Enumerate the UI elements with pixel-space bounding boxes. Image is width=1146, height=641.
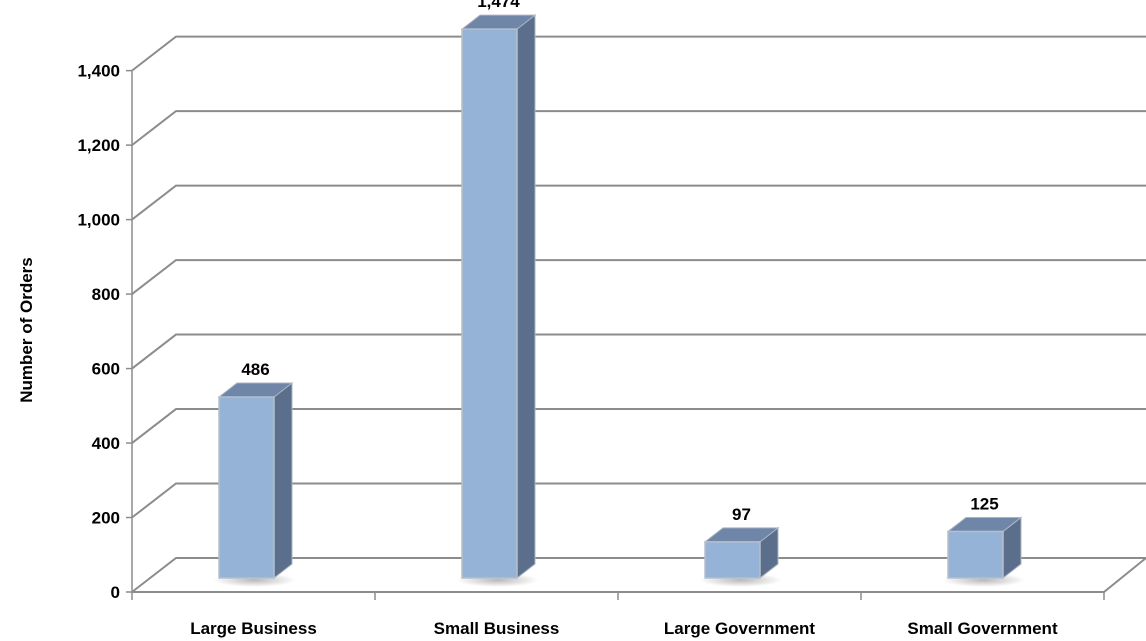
axes	[126, 69, 1105, 600]
data-label: 97	[732, 505, 751, 524]
bar	[942, 516, 1025, 587]
bars	[213, 14, 1025, 587]
data-label: 486	[241, 360, 269, 379]
gridline	[131, 557, 1146, 593]
y-tick-label: 1,000	[77, 211, 120, 230]
y-tick-label: 1,200	[77, 136, 120, 155]
x-category-label: Large Government	[664, 619, 815, 638]
gridline	[131, 35, 1146, 72]
gridline	[131, 482, 1146, 519]
gridline	[131, 184, 1146, 221]
gridline	[131, 110, 1146, 146]
bar	[213, 381, 296, 587]
gridline	[131, 259, 1146, 295]
y-tick-label: 1,400	[77, 62, 120, 81]
gridline	[131, 408, 1146, 444]
bar-front-face	[218, 396, 275, 579]
x-category-label: Large Business	[190, 619, 317, 638]
y-tick-label: 400	[92, 434, 120, 453]
bar	[699, 526, 782, 587]
bar	[456, 14, 539, 587]
labels: 0 200 400 600 800 1,000 1,200 1,400 486 Large Bus…	[77, 0, 1057, 638]
bar-front-face	[704, 541, 761, 579]
gridline	[131, 333, 1146, 370]
x-category-label: Small Business	[434, 619, 560, 638]
bar-side-face	[516, 14, 536, 580]
y-axis-title: Number of Orders	[17, 257, 36, 402]
bar-front-face	[461, 28, 518, 579]
data-label: 125	[970, 494, 998, 513]
y-tick-label: 0	[111, 583, 120, 602]
data-label: 1,474	[477, 0, 520, 11]
y-tick-label: 200	[92, 509, 120, 528]
bar-side-face	[273, 381, 293, 580]
bar-front-face	[947, 530, 1004, 579]
y-tick-label: 800	[92, 285, 120, 304]
y-tick-label: 600	[92, 360, 120, 379]
x-category-label: Small Government	[907, 619, 1058, 638]
